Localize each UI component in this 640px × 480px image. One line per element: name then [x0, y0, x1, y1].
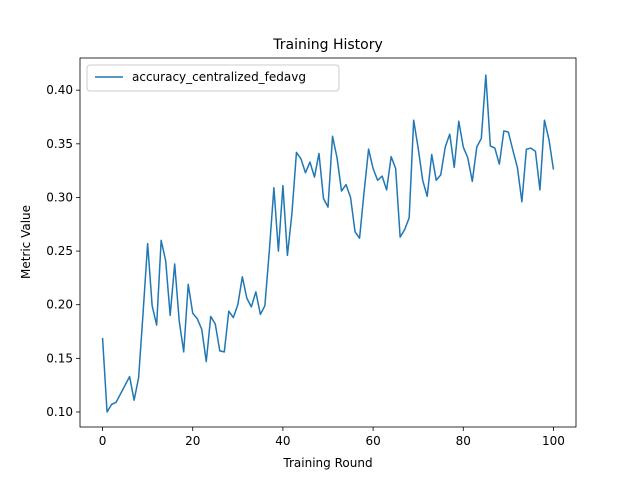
y-tick-label: 0.20	[46, 298, 73, 312]
x-tick-label: 100	[542, 434, 565, 448]
x-tick-label: 60	[365, 434, 380, 448]
legend: accuracy_centralized_fedavg	[86, 64, 340, 92]
x-tick-label: 80	[456, 434, 471, 448]
y-tick-label: 0.25	[46, 244, 73, 258]
y-tick-label: 0.15	[46, 351, 73, 365]
series-line	[101, 74, 555, 413]
y-tick-label: 0.10	[46, 405, 73, 419]
x-tick-label: 40	[275, 434, 290, 448]
x-tick-label: 20	[185, 434, 200, 448]
plot-area: 0 20 40 60 80 100 0.10 0.15 0.20 0.25 0.30 0.35 0.40	[46, 57, 577, 448]
x-tick-label: 0	[99, 434, 107, 448]
axes-frame	[79, 57, 577, 428]
x-axis-label: Training Round	[282, 456, 372, 470]
y-tick-label: 0.30	[46, 190, 73, 204]
legend-label: accuracy_centralized_fedavg	[132, 70, 306, 84]
y-tick-label: 0.35	[46, 137, 73, 151]
y-axis-label: Metric Value	[19, 205, 33, 279]
chart-title: Training History	[272, 37, 383, 53]
y-tick-label: 0.40	[46, 83, 73, 97]
legend-box	[86, 64, 340, 92]
